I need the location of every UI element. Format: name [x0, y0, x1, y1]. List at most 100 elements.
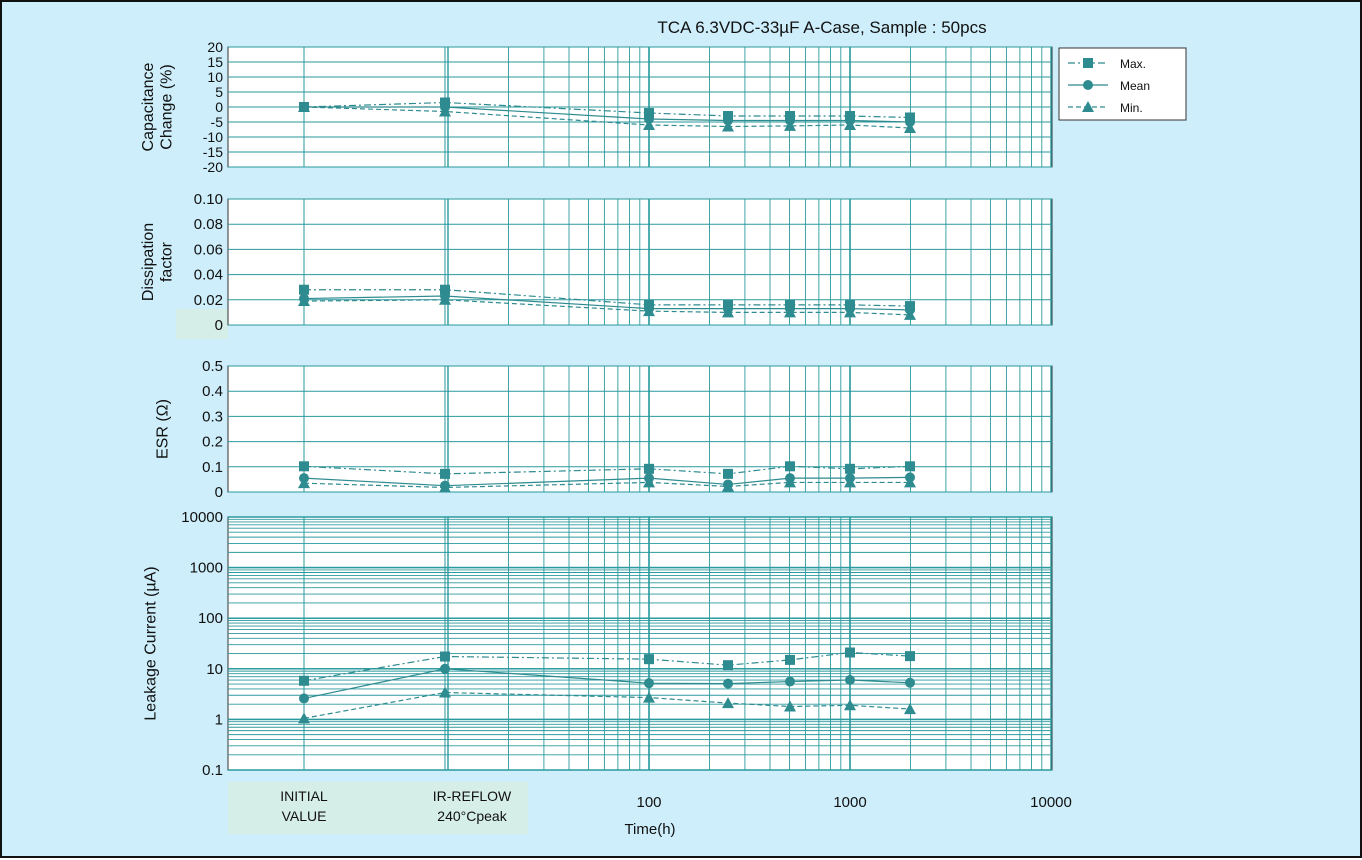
x-category-label: IR-REFLOW 240°Cpeak: [433, 788, 512, 824]
legend-label: Min.: [1120, 101, 1143, 115]
chart-title: TCA 6.3VDC-33µF A-Case, Sample : 50pcs: [657, 18, 986, 37]
data-point: [784, 700, 796, 712]
data-point: [845, 675, 855, 686]
y-axis-label: CapacitanceChange (%): [140, 62, 175, 151]
y-tick-label: -20: [203, 159, 223, 175]
y-tick-label: 0.2: [202, 434, 223, 451]
data-point: [643, 305, 655, 317]
y-tick-label: 1000: [190, 560, 223, 577]
y-tick-label: 1: [215, 711, 223, 728]
series-mean: [299, 663, 915, 704]
data-point: [439, 686, 451, 698]
legend-marker: [1083, 58, 1093, 68]
y-tick-label: 0.02: [194, 292, 223, 309]
y-tick-label: 20: [207, 39, 223, 55]
y-axis-label: ESR (Ω): [155, 399, 172, 459]
data-point: [440, 651, 450, 662]
x-tick-label: 10000: [1030, 794, 1072, 811]
legend-marker: [1082, 101, 1094, 112]
legend-marker: [1083, 80, 1093, 90]
legend-box: [1058, 47, 1187, 121]
grid: [228, 198, 1052, 326]
y-ticks: 0.10 0.08 0.06 0.04 0.02 0: [194, 191, 223, 334]
y-axis-label-line: Dissipation: [140, 223, 157, 301]
data-point: [644, 108, 654, 118]
y-tick-label: 0.3: [202, 408, 223, 425]
data-point: [905, 677, 915, 688]
y-tick-label: 0.08: [194, 216, 223, 233]
data-point: [440, 284, 450, 295]
y-tick-label: 0.4: [202, 383, 223, 400]
x-category-box-reflow: [388, 782, 528, 834]
data-point: [644, 654, 654, 665]
y-axis-label-line: Capacitance: [140, 62, 157, 151]
series-max: [299, 461, 915, 479]
series-min: [298, 476, 916, 493]
panel-2: 0.10 0.08 0.06 0.04 0.02 0 Dissipationfactor: [140, 191, 1053, 334]
y-axis-label-line: Leakage Current (µA): [143, 566, 160, 720]
data-point: [643, 476, 655, 488]
data-point: [844, 306, 856, 318]
data-point: [904, 308, 916, 320]
data-point: [904, 122, 916, 133]
series-min: [298, 686, 916, 724]
data-point: [298, 712, 310, 724]
data-point: [723, 678, 733, 689]
y-tick-label: 0.5: [202, 358, 223, 375]
grid: [228, 516, 1052, 771]
data-point: [722, 306, 734, 318]
data-point: [643, 119, 655, 130]
data-point: [439, 293, 451, 305]
series-min: [298, 101, 916, 133]
series-min: [298, 293, 916, 320]
y-axis-label-line: ESR (Ω): [155, 399, 172, 459]
y-tick-label: 0: [215, 317, 223, 334]
data-point: [904, 703, 916, 715]
y-tick-label: 0.04: [194, 267, 223, 284]
data-point: [644, 678, 654, 689]
y-axis-label-line: Change (%): [159, 64, 176, 149]
legend-label: Mean: [1120, 79, 1150, 93]
label-highlight-box: [176, 309, 228, 339]
x-tick-label: 1000: [833, 794, 866, 811]
data-point: [439, 481, 451, 493]
y-tick-label: 5: [215, 84, 223, 100]
data-point: [844, 476, 856, 488]
data-point: [844, 119, 856, 130]
data-point: [845, 463, 855, 474]
y-tick-label: -5: [211, 114, 224, 130]
data-point: [784, 476, 796, 488]
x-category-label-line: INITIAL: [280, 788, 328, 804]
data-point: [440, 468, 450, 479]
data-point: [905, 651, 915, 662]
y-tick-label: 0.1: [202, 762, 223, 779]
y-tick-label: 0.1: [202, 459, 223, 476]
y-tick-label: 0.06: [194, 241, 223, 258]
data-point: [784, 306, 796, 318]
data-point: [785, 654, 795, 665]
y-tick-label: -10: [203, 129, 223, 145]
y-tick-label: 10: [206, 661, 223, 678]
data-point: [785, 461, 795, 472]
data-point: [298, 295, 310, 307]
y-axis-label: Dissipationfactor: [140, 223, 175, 301]
x-category-label-line: IR-REFLOW: [433, 788, 512, 804]
x-category-label-line: VALUE: [282, 808, 327, 824]
y-tick-label: 0.10: [194, 191, 223, 208]
x-category-label: INITIAL VALUE: [280, 788, 328, 824]
data-point: [299, 284, 309, 295]
y-ticks: 10000 1000 100 10 1 0.1: [181, 509, 223, 779]
data-point: [723, 660, 733, 671]
y-ticks: 0.5 0.4 0.3 0.2 0.1 0: [202, 358, 223, 501]
data-point: [440, 663, 450, 674]
data-point: [905, 461, 915, 472]
x-category-label-line: 240°Cpeak: [437, 808, 507, 824]
data-point: [785, 676, 795, 687]
series-max: [299, 647, 915, 686]
data-point: [845, 647, 855, 658]
data-point: [722, 697, 734, 709]
data-point: [298, 101, 310, 112]
